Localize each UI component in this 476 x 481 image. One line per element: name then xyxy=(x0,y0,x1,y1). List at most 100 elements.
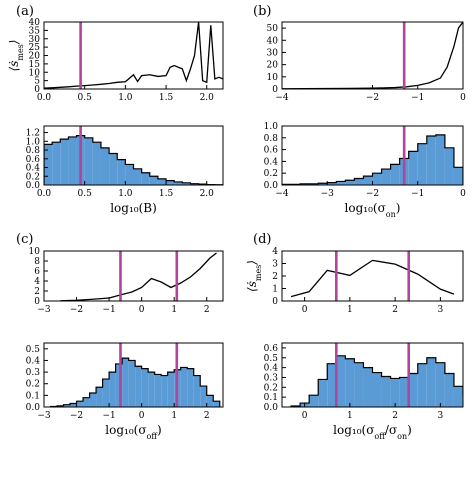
y-tick-label: 0.3 xyxy=(264,373,279,383)
x-tick-label: 0.5 xyxy=(78,93,93,103)
histogram-bar xyxy=(436,363,445,407)
histogram-bar xyxy=(122,358,129,407)
y-tick-label: 40 xyxy=(29,18,41,28)
x-tick-label: 0 xyxy=(460,189,466,199)
x-tick-label: 1 xyxy=(347,411,353,421)
x-tick-label: 2 xyxy=(204,411,210,421)
x-tick-label: −1 xyxy=(102,411,115,421)
x-tick-label: −2 xyxy=(70,411,83,421)
histogram-bar xyxy=(194,376,201,407)
histogram-bar xyxy=(472,402,476,407)
histogram-bar xyxy=(436,135,445,185)
histogram-bar xyxy=(409,151,418,185)
panel-label: (c) xyxy=(16,232,33,247)
x-tick-label: 3 xyxy=(438,411,444,421)
y-tick-label: 0.2 xyxy=(264,169,278,179)
histogram-bar xyxy=(373,373,382,407)
y-tick-label: 0 xyxy=(34,297,40,307)
histogram-bar xyxy=(445,148,454,185)
y-axis-label: ⟨ṡmes⟩ xyxy=(245,260,263,292)
histogram-bar xyxy=(103,379,110,407)
x-tick-label: 0 xyxy=(139,411,145,421)
y-tick-label: 2 xyxy=(34,287,40,297)
plot-frame xyxy=(282,22,463,89)
x-tick-label: −3 xyxy=(321,189,335,199)
x-tick-label: −1 xyxy=(102,305,115,315)
histogram-bar xyxy=(166,181,174,185)
histogram-bar xyxy=(345,359,354,407)
histogram-bar xyxy=(463,396,472,407)
series-line xyxy=(282,22,463,89)
x-tick-label: 0 xyxy=(302,411,308,421)
histogram-bar xyxy=(158,179,166,185)
histogram-bar xyxy=(168,372,175,407)
histogram-bar xyxy=(60,139,68,185)
x-tick-label: −2 xyxy=(366,189,379,199)
y-tick-label: 0 xyxy=(272,297,278,307)
y-tick-label: 0.4 xyxy=(264,157,279,167)
histogram-bar xyxy=(427,358,436,407)
y-tick-label: 0.2 xyxy=(26,172,40,182)
y-tick-label: 0.6 xyxy=(26,155,41,165)
histogram-bar xyxy=(391,378,400,407)
y-tick-label: 0.2 xyxy=(26,380,40,390)
histogram-bar xyxy=(101,148,109,185)
panel-label: (a) xyxy=(16,4,34,19)
series-line xyxy=(60,253,216,301)
y-tick-label: 10 xyxy=(29,247,41,257)
x-axis-label: log₁₀(σon) xyxy=(345,201,401,219)
y-axis-label: ⟨ṡmes⟩ xyxy=(7,40,25,72)
histogram-bar xyxy=(181,367,188,407)
histogram-bar xyxy=(409,374,418,407)
x-tick-label: −1 xyxy=(411,93,424,103)
y-tick-label: 6 xyxy=(34,267,40,277)
y-tick-label: 1.0 xyxy=(26,137,41,147)
x-tick-label: 1.0 xyxy=(118,189,133,199)
histogram-bar xyxy=(129,360,136,407)
y-tick-label: 0.6 xyxy=(264,344,279,354)
x-tick-label: 3 xyxy=(438,305,444,315)
x-tick-label: 0 xyxy=(302,305,308,315)
histogram-bar xyxy=(200,386,207,407)
x-tick-label: 0.5 xyxy=(78,189,93,199)
histogram-bar xyxy=(400,377,409,407)
y-tick-label: 0.5 xyxy=(26,345,41,355)
histogram-bar xyxy=(117,160,125,185)
histogram-bar xyxy=(93,142,101,185)
histogram-bar xyxy=(418,364,427,407)
x-tick-label: 0 xyxy=(460,93,466,103)
y-tick-label: 0.8 xyxy=(264,134,279,144)
x-tick-label: 1 xyxy=(171,411,177,421)
histogram-bar xyxy=(161,376,168,407)
histogram-bar xyxy=(90,393,97,407)
histogram-bar xyxy=(77,401,84,407)
y-tick-label: 0.4 xyxy=(26,164,41,174)
histogram-bar xyxy=(134,169,142,185)
y-tick-label: 1.2 xyxy=(26,129,40,139)
x-tick-label: 1 xyxy=(347,305,353,315)
y-tick-label: 2 xyxy=(272,272,278,282)
y-tick-label: 0 xyxy=(272,85,278,95)
x-axis-label: log₁₀(σoff/σon) xyxy=(333,423,412,441)
x-tick-label: 2.0 xyxy=(200,93,215,103)
y-tick-label: 20 xyxy=(267,61,279,71)
histogram-bar xyxy=(125,164,133,185)
histogram-bar xyxy=(382,169,391,185)
histogram-bar xyxy=(142,369,149,407)
y-tick-label: 0.1 xyxy=(26,391,40,401)
y-tick-label: 40 xyxy=(267,36,279,46)
x-tick-label: 1.0 xyxy=(118,93,133,103)
histogram-bar xyxy=(454,167,463,185)
y-tick-label: 4 xyxy=(34,277,40,287)
y-tick-label: 0.6 xyxy=(264,146,279,156)
y-tick-label: 0.8 xyxy=(26,146,41,156)
y-tick-label: 4 xyxy=(272,247,278,257)
x-tick-label: 1.5 xyxy=(159,93,174,103)
histogram-bar xyxy=(418,144,427,185)
histogram-bar xyxy=(373,173,382,185)
y-tick-label: 0.0 xyxy=(26,181,41,191)
